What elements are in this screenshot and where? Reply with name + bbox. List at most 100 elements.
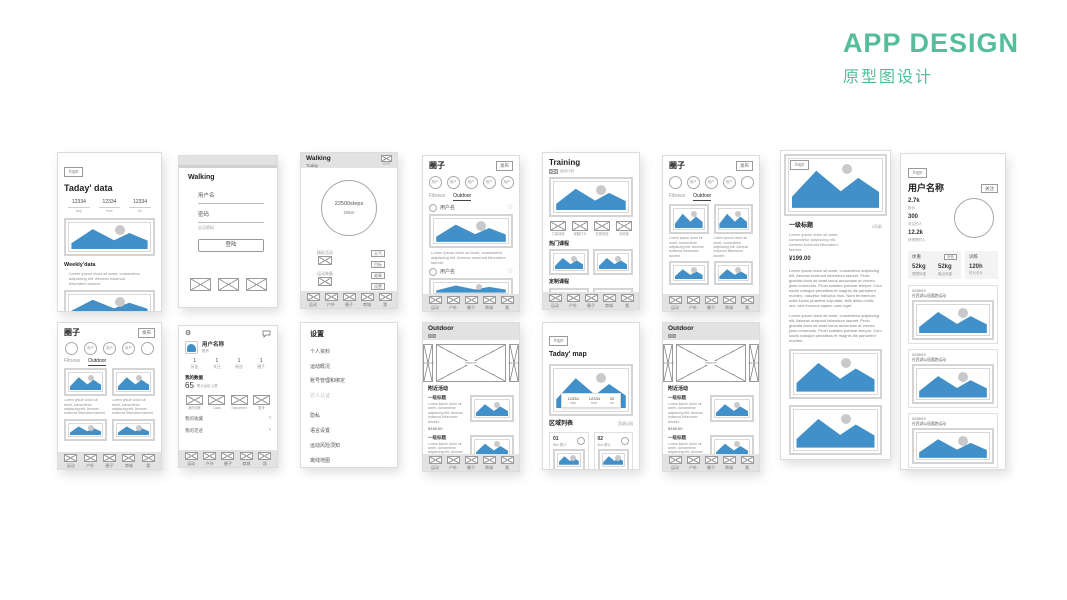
weight-value: 52kg (938, 264, 952, 271)
article-time: 2天前 (871, 224, 882, 230)
banner-main[interactable]: banner (436, 344, 506, 383)
activity-entry[interactable]: 02/08/19 在西湖公园晨跑运动 (908, 285, 998, 345)
grid-image[interactable] (669, 261, 709, 286)
item-text: Lorem ipsum dolor sit amet, consectetur … (668, 402, 703, 424)
banner-right[interactable]: banner (748, 344, 759, 383)
password-field[interactable]: 密码 (198, 212, 264, 223)
course-image[interactable] (593, 249, 633, 276)
banner-carousel[interactable]: banner banner banner (663, 340, 759, 386)
settings-gear-icon[interactable]: ⚙ (185, 330, 192, 337)
screen-my-profile: ⚙ 用户名称 账号 1 好友 1 关注 1 粉丝 1 圈子 我的数据 65 累计运动 公里 我… (178, 325, 278, 468)
banner-left[interactable]: banner (663, 344, 674, 383)
tab-bar[interactable]: 运动 户外 圈子 商城我 (663, 294, 759, 311)
profile-name: 用户名称 (202, 341, 225, 348)
item-text: Lorem ipsum dolor sit amet, consectetur … (428, 402, 463, 424)
gallery-image[interactable] (789, 349, 882, 399)
favorites-row[interactable]: 我的收藏 › (185, 415, 271, 423)
entry-text: 在西湖公园晨跑运动 (912, 357, 947, 362)
grid-image[interactable] (112, 368, 155, 397)
feed-image[interactable] (429, 214, 513, 249)
avatar[interactable] (429, 268, 437, 277)
grid-image[interactable] (64, 368, 107, 397)
tab-fitness[interactable]: Fitness (64, 358, 81, 364)
grid-image[interactable] (713, 261, 753, 286)
logo-placeholder: logo (64, 167, 84, 178)
screen-community-feed: 圈子 发布 用户 用户 用户 用户 用户 Fitness Outdoor 用户名 ♡ L… (422, 155, 520, 312)
search-icon[interactable] (668, 334, 676, 339)
social-login-icon[interactable] (245, 277, 267, 291)
km-value: 20km (343, 209, 355, 215)
publish-button[interactable]: 发布 (496, 161, 513, 171)
entry-image (912, 428, 994, 465)
user-circles: 用户 用户 用户 用户 用户 (428, 176, 514, 189)
search-icon[interactable] (428, 334, 436, 339)
follow-button[interactable]: 关注 (981, 183, 998, 194)
activity-item[interactable]: 一级标题 Lorem ipsum dolor sit amet, consect… (428, 395, 514, 431)
map-image[interactable]: 12334 step 12334 time 20 km (549, 363, 633, 416)
plan-icon[interactable] (549, 169, 558, 174)
banner-left[interactable]: banner (423, 344, 434, 383)
grid-image[interactable] (713, 204, 753, 235)
banner-main[interactable]: banner (676, 344, 746, 383)
map-stats-card: 12334 step 12334 time 20 km (560, 392, 622, 408)
tab-bar[interactable]: 运动 户外 圈子 商城我 (58, 452, 161, 469)
grid-text: Lorem ipsum dolor sit amet, consectetur … (713, 236, 749, 258)
hero-image[interactable] (549, 177, 633, 217)
course-image[interactable] (549, 249, 589, 276)
user-circles: 用户 用户 用户 (64, 342, 155, 355)
tab-outdoor[interactable]: Outdoor (693, 193, 712, 202)
avatar[interactable] (185, 340, 198, 354)
social-login-icon[interactable] (189, 277, 211, 291)
region-list-filter[interactable]: 西湖公园 (617, 422, 633, 427)
profile-stats: 2.7k 粉丝 300 关注的人 12.2k 获得赞的人 (908, 198, 926, 242)
tab-fitness[interactable]: Fitness (429, 193, 446, 199)
profile-avatar[interactable] (954, 198, 994, 239)
social-login-icon[interactable] (217, 277, 239, 291)
tab-bar[interactable]: 运动 户外 圈子 商城我 (423, 294, 519, 311)
like-icon[interactable]: ♡ (507, 204, 513, 211)
feed-text: Lorem ipsum dolor sit amet, consectetur … (431, 250, 506, 266)
message-bubble-icon[interactable] (262, 330, 271, 339)
tab-bar[interactable]: 运动 户外 圈子 商城我 (179, 450, 277, 467)
avatar[interactable] (429, 204, 437, 213)
tab-outdoor[interactable]: Outdoor (88, 358, 107, 367)
gallery-image[interactable] (789, 405, 882, 455)
screen-title: Walking (306, 155, 331, 162)
tab-outdoor[interactable]: Outdoor (453, 193, 472, 202)
publish-button[interactable]: 发布 (138, 328, 155, 338)
screen-settings: 设置 个人资料 运动概况 账号管理和绑定 达人认证 隐私 语言设置 运动风险须知 离线地图 (300, 322, 398, 468)
custom-courses-title: 定制课程 (549, 279, 570, 286)
banner-carousel[interactable]: banner banner banner (423, 340, 519, 386)
entry-date: 02/08/19 (912, 289, 926, 294)
login-button[interactable]: 登陆 (198, 238, 264, 252)
screen-today-map: logo Taday' map 12334 step 12334 time 20 km 区… (542, 322, 640, 470)
publish-button[interactable]: 发布 (736, 161, 753, 171)
feed-tabs: Fitness Outdoor (429, 193, 513, 202)
tab-bar[interactable]: 运动 户外 圈子 商城我 (663, 454, 759, 471)
forgot-password-link[interactable]: 忘记密码 (198, 224, 214, 230)
tab-bar[interactable]: 运动 户外 圈子 商城我 (543, 292, 639, 309)
grid-image[interactable] (112, 418, 155, 441)
grid-image[interactable] (669, 204, 709, 235)
training-sub: 时长总计 (969, 271, 983, 275)
activity-item[interactable]: 一级标题 Lorem ipsum dolor sit amet, consect… (668, 395, 754, 431)
tab-bar[interactable]: 运动 户外 圈子 商城我 (301, 291, 397, 308)
like-icon[interactable]: ♡ (507, 268, 513, 275)
share-icon[interactable] (381, 155, 392, 162)
steps-value: 22500steps (334, 200, 364, 207)
username-field[interactable]: 用户名 (198, 193, 264, 204)
tab-bar[interactable]: 运动 户外 圈子 商城我 (423, 454, 519, 471)
grid-image[interactable] (64, 418, 107, 441)
hero-image[interactable]: logo (784, 154, 887, 216)
image-placeholder[interactable] (64, 289, 155, 311)
page-subtitle: 原型图设计 (842, 69, 933, 86)
tab-fitness[interactable]: Fitness (669, 193, 686, 199)
item-title: 一级标题 (668, 395, 686, 401)
activity-entry[interactable]: 02/08/19 在西湖公园晨跑运动 (908, 413, 998, 469)
footprints-row[interactable]: 我的足迹 › (185, 427, 271, 435)
weight-add-button[interactable]: 补充 (944, 253, 957, 261)
activity-entry[interactable]: 02/08/19 在西湖公园晨跑运动 (908, 349, 998, 409)
image-placeholder[interactable] (64, 217, 155, 256)
training-label: 训练 (969, 253, 978, 259)
banner-right[interactable]: banner (508, 344, 519, 383)
